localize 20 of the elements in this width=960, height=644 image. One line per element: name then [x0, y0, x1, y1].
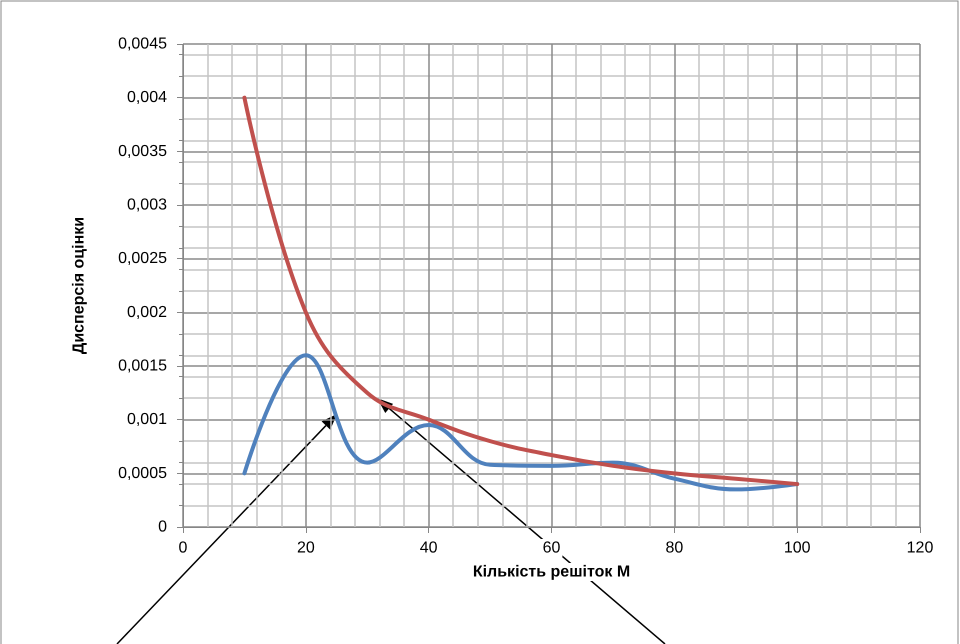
x-tick-label: 0 [178, 540, 188, 556]
y-tick-label: 0,0005 [118, 464, 168, 482]
x-tick-label: 60 [542, 540, 560, 556]
y-tick-label: 0,0025 [118, 250, 168, 268]
x-tick-label: 20 [296, 540, 315, 556]
x-tick-label: 100 [784, 540, 811, 556]
line-series [242, 96, 800, 486]
y-tick-label: 0,004 [126, 89, 168, 106]
y-axis-title: Дисперсія оцінки [70, 216, 88, 354]
x-tick-label: 80 [665, 540, 684, 556]
y-tick-label: 0,0015 [118, 358, 168, 374]
y-tick-label: 0,003 [126, 196, 168, 214]
y-tick-label: 0,002 [126, 304, 168, 321]
x-axis-title: Кількість решіток M [472, 564, 630, 580]
y-tick-label: 0,0045 [118, 36, 168, 52]
y-tick-label: 0,001 [126, 411, 168, 428]
y-tick-label: 0 [158, 518, 168, 536]
x-tick-label: 120 [906, 540, 934, 556]
x-tick-label: 40 [420, 540, 438, 556]
y-tick-label: 0,0035 [118, 142, 168, 160]
